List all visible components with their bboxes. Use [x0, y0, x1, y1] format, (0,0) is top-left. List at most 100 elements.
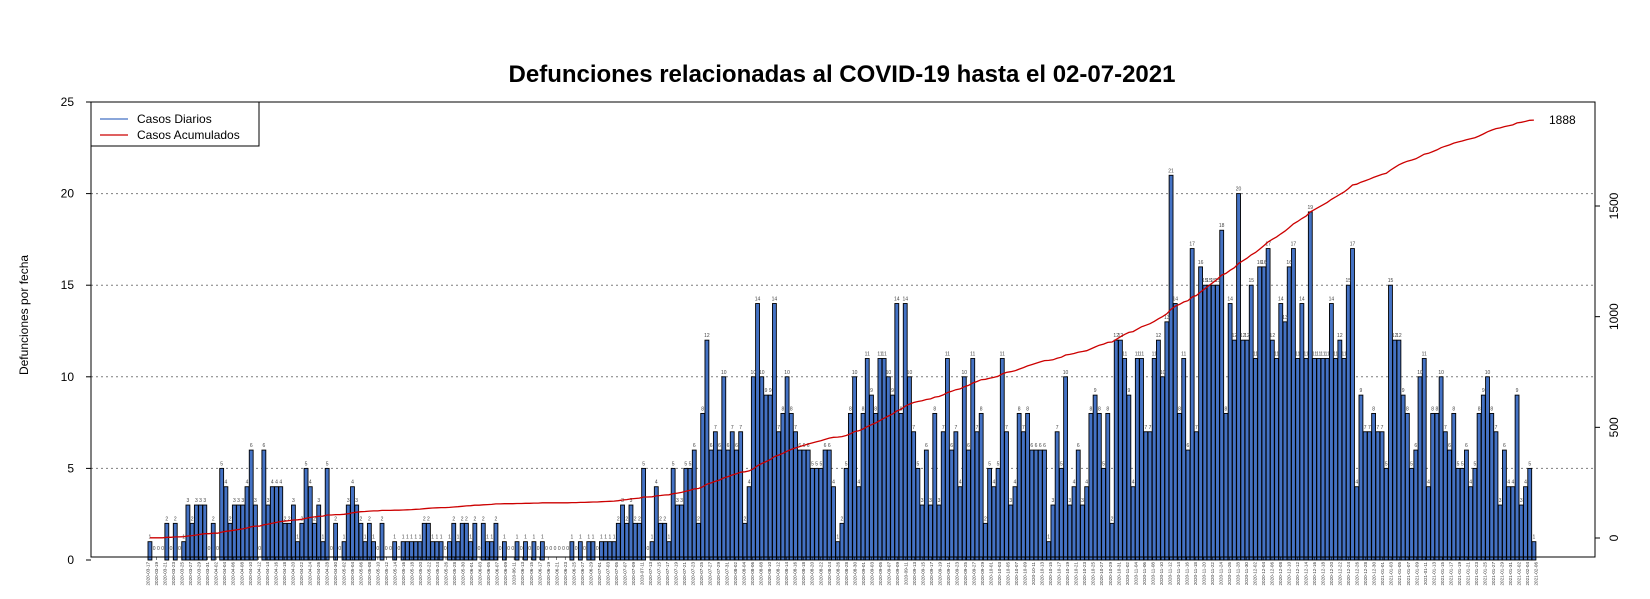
- bar: [869, 394, 874, 561]
- bar-value-label: 6: [1043, 443, 1046, 449]
- bar: [1109, 522, 1115, 561]
- bar: [451, 522, 457, 561]
- bar: [928, 504, 933, 561]
- x-tick-label: 2021-01-01: [1380, 562, 1385, 586]
- y-axis-right: 0 500 1000 1500: [1595, 192, 1621, 541]
- bar: [1506, 486, 1512, 561]
- bar-value-label: 8: [781, 406, 784, 412]
- bar-value-label: 11: [1000, 351, 1005, 357]
- bar-value-label: 2: [360, 516, 363, 522]
- x-tick-label: 2020-10-25: [1091, 562, 1096, 586]
- bar: [746, 486, 752, 561]
- bar: [244, 486, 250, 561]
- bar: [1316, 358, 1322, 561]
- y2-tick-label: 0: [1607, 534, 1621, 541]
- bar: [1215, 284, 1220, 561]
- bar: [932, 412, 938, 561]
- bar-value-label: 6: [1077, 443, 1080, 449]
- bar: [725, 449, 731, 561]
- bar: [852, 376, 857, 561]
- bar: [539, 541, 545, 561]
- bar: [299, 522, 305, 561]
- bar: [1088, 412, 1094, 561]
- y-axis-label: Defunciones por fecha: [17, 255, 31, 375]
- bar-value-label: 6: [1030, 443, 1033, 449]
- x-tick-label: 2020-10-23: [1082, 562, 1087, 586]
- chart-title: Defunciones relacionadas al COVID-19 has…: [509, 61, 1176, 88]
- bar-value-label: 0: [499, 546, 502, 552]
- bar-value-label: 4: [309, 480, 312, 486]
- bar-value-label: 4: [832, 480, 835, 486]
- bar-value-label: 1: [393, 535, 396, 541]
- y-tick-label: 10: [61, 370, 75, 384]
- bar-value-label: 14: [772, 297, 778, 303]
- bar-value-label: 10: [1160, 370, 1166, 376]
- bar-value-label: 18: [1219, 223, 1225, 229]
- x-tick-label: 2021-02-06: [1533, 562, 1538, 586]
- bar: [1375, 431, 1381, 561]
- bar: [1286, 266, 1292, 561]
- bar: [227, 522, 233, 561]
- bar-value-label: 1: [448, 535, 451, 541]
- bar: [172, 522, 178, 561]
- x-tick-label: 2020-12-14: [1304, 562, 1309, 586]
- bar-value-label: 7: [739, 425, 742, 431]
- bar-value-label: 0: [216, 546, 219, 552]
- bar-value-label: 1: [1047, 535, 1050, 541]
- x-tick-label: 2020-07-07: [622, 562, 627, 586]
- x-tick-label: 2020-10-09: [1023, 562, 1028, 586]
- bar: [569, 541, 575, 561]
- bar-value-label: 4: [857, 480, 860, 486]
- bar: [999, 358, 1005, 561]
- bar: [691, 449, 697, 561]
- bar-value-label: 1: [457, 535, 460, 541]
- x-tick-label: 2020-05-24: [435, 562, 440, 586]
- bar-value-label: 3: [203, 498, 206, 504]
- bar: [1012, 486, 1018, 561]
- bar-value-label: 6: [807, 443, 810, 449]
- bar: [1392, 339, 1398, 561]
- x-tick-label: 2020-06-25: [571, 562, 576, 586]
- bar: [1269, 339, 1275, 561]
- bar-value-label: 11: [1333, 351, 1338, 357]
- bar: [662, 522, 668, 561]
- bar-value-label: 8: [1225, 406, 1228, 412]
- bar: [1126, 394, 1132, 561]
- x-tick-label: 2020-10-07: [1014, 562, 1019, 586]
- bar-value-label: 4: [1355, 480, 1358, 486]
- bar-value-label: 12: [1396, 333, 1402, 339]
- bar: [202, 504, 208, 561]
- bar: [780, 412, 786, 561]
- bar-value-label: 9: [769, 388, 772, 394]
- bar: [1227, 303, 1233, 561]
- bar: [1472, 467, 1478, 561]
- x-tick-label: 2020-12-10: [1287, 562, 1292, 586]
- bar-value-label: 14: [1329, 297, 1335, 303]
- bar-value-label: 1: [431, 535, 434, 541]
- bar: [1071, 486, 1077, 561]
- x-tick-label: 2020-08-14: [784, 562, 789, 586]
- bar: [1409, 467, 1414, 561]
- bar-value-label: 16: [1198, 260, 1204, 266]
- bar: [755, 303, 760, 561]
- bar: [1485, 376, 1490, 561]
- bar: [219, 467, 225, 561]
- bar-value-label: 3: [254, 498, 257, 504]
- x-tick-label: 2020-12-30: [1372, 562, 1377, 586]
- bar: [620, 504, 625, 561]
- bar-value-label: 3: [1081, 498, 1084, 504]
- bar-value-label: 5: [1060, 461, 1063, 467]
- bar-value-label: 6: [718, 443, 721, 449]
- bar: [788, 412, 794, 561]
- bar: [1020, 431, 1026, 561]
- bar-value-label: 11: [1320, 351, 1325, 357]
- x-tick-label: 2020-06-15: [529, 562, 534, 586]
- bar: [734, 449, 739, 561]
- bar: [1333, 358, 1339, 561]
- bar-value-label: 1: [1533, 535, 1536, 541]
- bar-value-label: 4: [1132, 480, 1135, 486]
- bar-value-label: 8: [1026, 406, 1029, 412]
- bar: [978, 412, 984, 561]
- x-tick-label: 2020-04-16: [273, 562, 278, 586]
- bar-value-label: 8: [849, 406, 852, 412]
